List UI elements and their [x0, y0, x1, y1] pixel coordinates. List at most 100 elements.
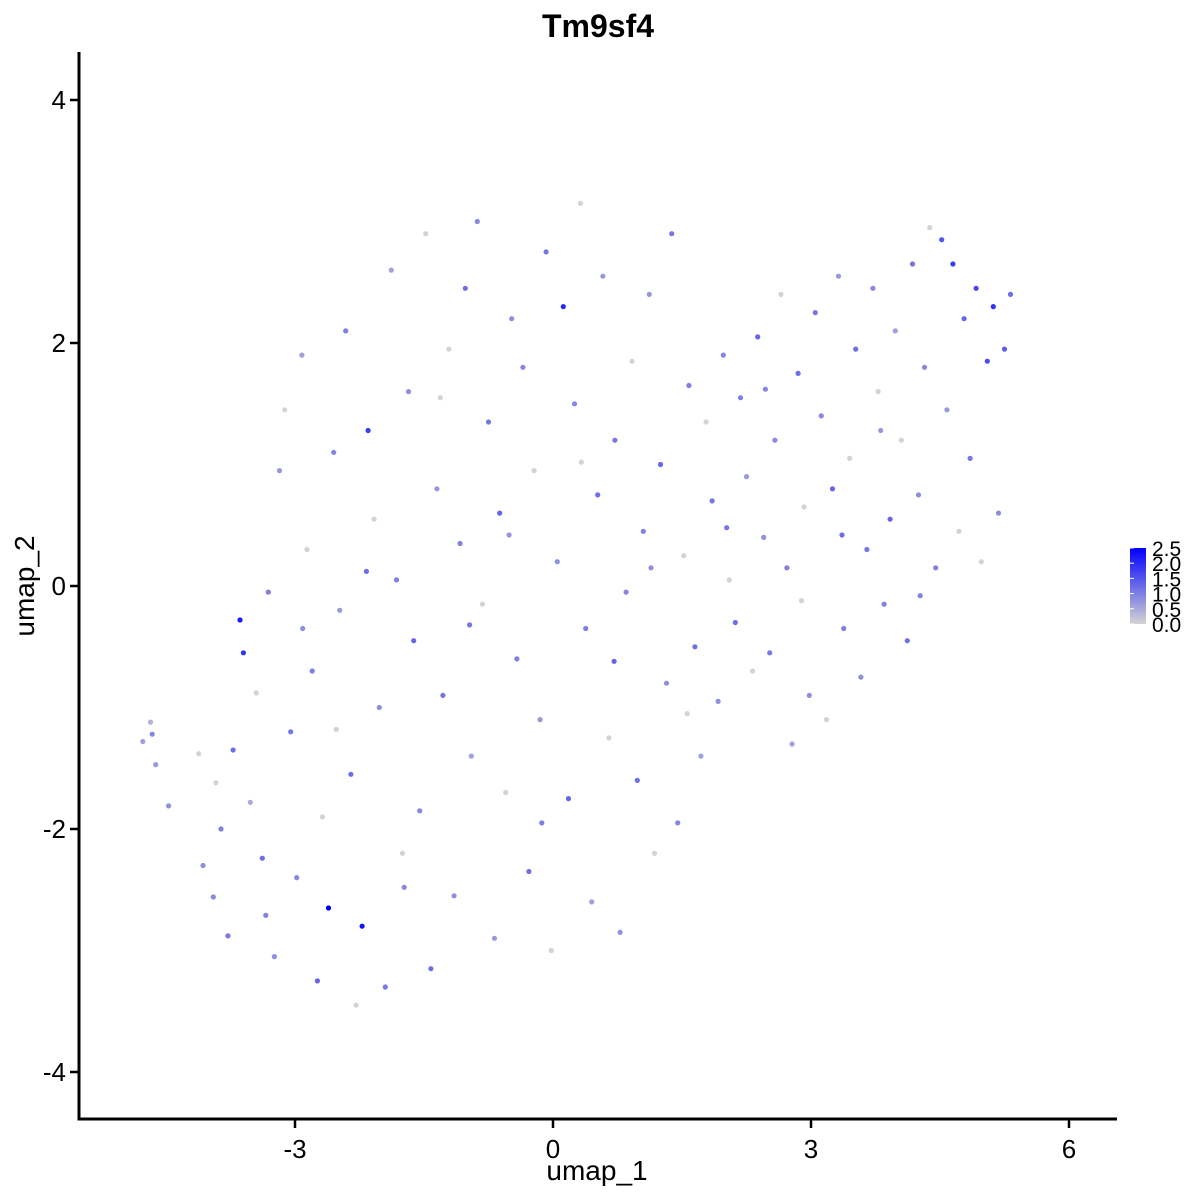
scatter-point	[560, 304, 566, 310]
scatter-point	[428, 966, 434, 972]
scatter-point	[990, 304, 996, 310]
scatter-point	[789, 741, 795, 747]
scatter-point	[259, 855, 265, 861]
scatter-point	[984, 358, 990, 364]
scatter-point	[467, 622, 473, 628]
scatter-point	[497, 510, 503, 516]
scatter-point	[237, 617, 243, 623]
scatter-point	[755, 334, 761, 340]
scatter-point	[451, 893, 457, 899]
y-tick-label: 0	[52, 571, 66, 601]
y-tick-label: 4	[52, 85, 66, 115]
scatter-point	[401, 884, 407, 890]
scatter-point	[149, 731, 155, 737]
scatter-point	[166, 803, 172, 809]
scatter-point	[565, 796, 572, 802]
scatter-point	[772, 437, 778, 443]
scatter-point	[798, 598, 805, 604]
scatter-point	[858, 674, 864, 680]
scatter-point	[839, 532, 845, 538]
scatter-point	[870, 285, 876, 291]
x-tick-label: 0	[546, 1134, 560, 1164]
colorbar	[1130, 548, 1146, 624]
scatter-point	[732, 619, 738, 626]
scatter-point	[835, 273, 842, 279]
scatter-point	[898, 437, 904, 443]
scatter-point	[698, 753, 704, 759]
scatter-point	[973, 285, 979, 291]
colorbar-tick-label: 0.5	[1152, 599, 1181, 622]
scatter-point	[629, 358, 635, 364]
scatter-point	[304, 546, 310, 553]
x-tick-label: 3	[804, 1134, 818, 1164]
scatter-point	[319, 814, 326, 820]
scatter-point	[265, 589, 271, 595]
scatter-point	[921, 364, 928, 370]
scatter-point	[967, 455, 973, 461]
scatter-point	[648, 565, 654, 571]
scatter-point	[247, 799, 253, 805]
scatter-point	[376, 704, 382, 711]
scatter-point	[479, 601, 486, 607]
scatter-point	[218, 826, 224, 832]
scatter-point	[491, 935, 498, 941]
scatter-point	[904, 638, 910, 644]
scatter-point	[657, 461, 664, 468]
scatter-point	[950, 261, 956, 267]
scatter-point	[548, 947, 554, 954]
scatter-point	[961, 316, 967, 322]
scatter-point	[300, 625, 306, 632]
scatter-point	[230, 747, 236, 753]
scatter-point	[200, 862, 206, 869]
scatter-point	[253, 690, 259, 696]
scatter-point	[440, 692, 446, 699]
scatter-point	[299, 352, 305, 358]
scatter-point	[720, 352, 726, 358]
scatter-point	[371, 516, 377, 522]
scatter-point	[526, 868, 532, 875]
scatter-point	[646, 291, 652, 297]
scatter-point	[554, 559, 560, 565]
scatter-point	[611, 658, 617, 664]
points-layer	[140, 200, 1014, 1008]
scatter-point	[933, 565, 939, 571]
y-tick-label: -4	[43, 1057, 66, 1087]
colorbar-tick-label: 2.0	[1152, 553, 1181, 576]
scatter-point	[956, 528, 962, 534]
scatter-point	[468, 753, 474, 759]
scatter-point	[474, 218, 480, 225]
scatter-point	[878, 427, 884, 434]
scatter-point	[309, 668, 315, 674]
scatter-point	[887, 516, 893, 522]
scatter-point	[881, 601, 887, 607]
scatter-point	[325, 905, 332, 911]
scatter-point	[514, 656, 520, 662]
scatter-point	[612, 437, 618, 443]
scatter-point	[944, 407, 950, 413]
colorbar-tick-label: 1.0	[1152, 584, 1181, 607]
scatter-point	[675, 820, 681, 826]
scatter-point	[853, 346, 859, 352]
scatter-point	[423, 231, 429, 237]
scatter-point	[818, 413, 824, 419]
scatter-point	[892, 328, 898, 334]
scatter-point	[153, 762, 159, 768]
scatter-point	[778, 291, 784, 297]
scatter-point	[503, 789, 509, 796]
scatter-point	[520, 364, 526, 370]
scatter-point	[539, 820, 545, 826]
scatter-point	[684, 711, 690, 717]
scatter-point	[737, 395, 744, 401]
scatter-point	[995, 510, 1002, 516]
scatter-point	[762, 386, 769, 392]
y-ticks: -4 -2 0 2 4	[43, 85, 79, 1087]
scatter-point	[417, 808, 423, 814]
scatter-point	[382, 984, 388, 990]
scatter-point	[276, 468, 283, 474]
scatter-point	[537, 717, 543, 723]
scatter-point	[294, 875, 300, 881]
scatter-point	[333, 726, 339, 733]
scatter-point	[681, 553, 687, 559]
scatter-point	[365, 427, 371, 434]
scatter-point	[617, 929, 623, 935]
